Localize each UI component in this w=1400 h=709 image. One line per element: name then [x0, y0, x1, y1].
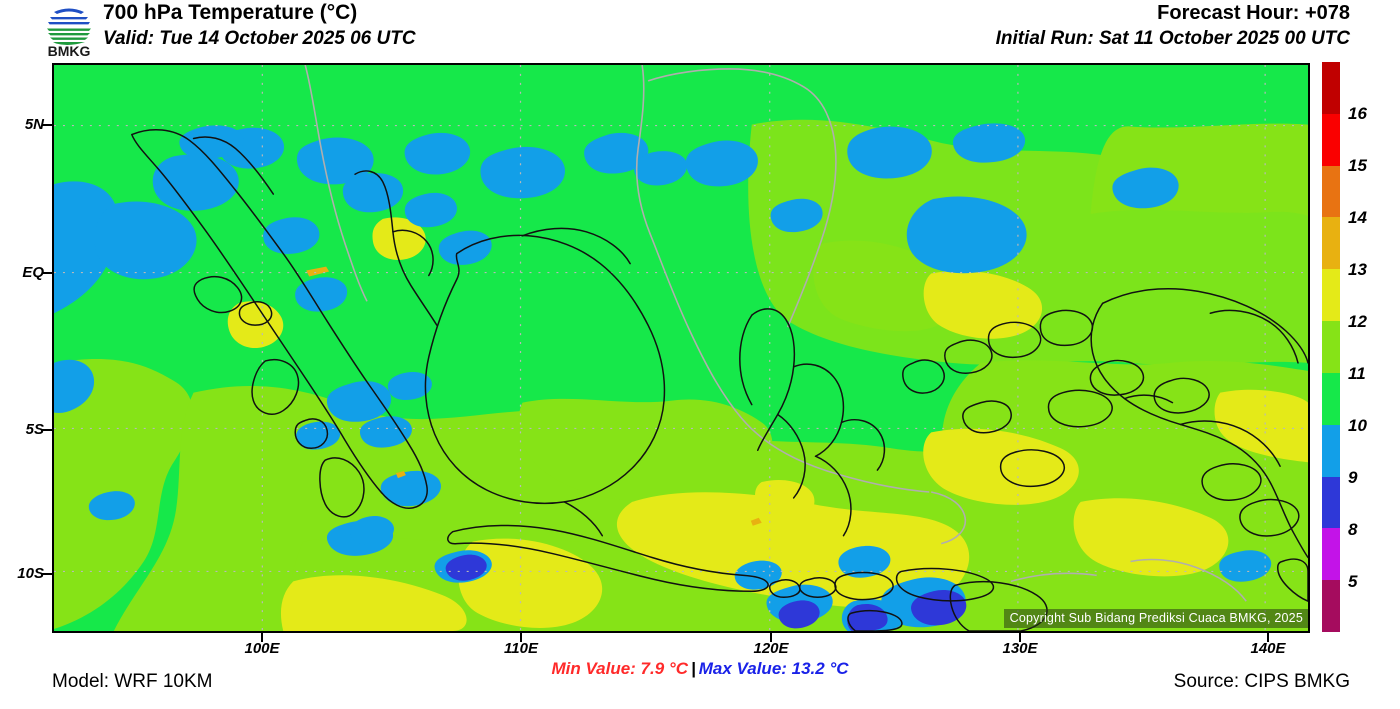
lat-tick-5n	[42, 124, 52, 126]
lat-tick-5s	[42, 429, 52, 431]
colorbar-band-8-9	[1322, 476, 1340, 529]
lon-tick-100e	[261, 633, 263, 642]
initial-run-label: Initial Run: Sat 11 October 2025 00 UTC	[995, 28, 1350, 49]
lat-tick-10s	[42, 573, 52, 575]
lon-label-100e: 100E	[244, 640, 280, 657]
colorbar-tick-14: 14	[1348, 208, 1367, 227]
header-right-block: Forecast Hour: +078 Initial Run: Sat 11 …	[996, 0, 1350, 52]
colorbar-band-11-12	[1322, 321, 1340, 373]
colorbar-tick-15: 15	[1348, 156, 1367, 175]
colorbar-band-above-16	[1322, 62, 1340, 114]
valid-time-label: Valid: Tue 14 October 2025 06 UTC	[103, 28, 416, 49]
colorbar-tick-11: 11	[1348, 364, 1366, 383]
colorbar-tick-16: 16	[1348, 104, 1367, 123]
colorbar-band-5-8	[1322, 528, 1340, 581]
min-max-separator: |	[690, 659, 696, 678]
colorbar-tick-5: 5	[1348, 572, 1358, 591]
colorbar-tick-12: 12	[1348, 312, 1367, 331]
lon-label-130e: 130E	[1002, 640, 1038, 657]
page-title: 700 hPa Temperature (°C)	[103, 1, 358, 24]
max-value-label: Max Value: 13.2 °C	[698, 659, 849, 678]
lon-label-140e: 140E	[1250, 640, 1286, 657]
lon-tick-130e	[1019, 633, 1021, 642]
temp-band-9-10	[54, 123, 1272, 631]
model-label: Model: WRF 10KM	[52, 671, 213, 692]
lon-label-110e: 110E	[504, 640, 538, 657]
lon-tick-120e	[770, 633, 772, 642]
min-value-label: Min Value: 7.9 °C	[551, 659, 688, 678]
lat-tick-eq	[42, 272, 52, 274]
colorbar-band-12-13	[1322, 269, 1340, 322]
lon-label-120e: 120E	[753, 640, 789, 657]
colorbar-band-9-10	[1322, 424, 1340, 477]
temperature-map[interactable]: Copyright Sub Bidang Prediksi Cuaca BMKG…	[52, 63, 1310, 633]
colorbar-tick-10: 10	[1348, 416, 1367, 435]
temperature-field	[54, 65, 1308, 631]
lon-tick-140e	[1267, 633, 1269, 642]
bmkg-logo: BMKG	[38, 2, 100, 59]
header: BMKG 700 hPa Temperature (°C) Valid: Tue…	[0, 0, 1400, 60]
source-label: Source: CIPS BMKG	[1173, 671, 1350, 692]
title-block: 700 hPa Temperature (°C) Valid: Tue 14 O…	[103, 0, 416, 52]
colorbar-band-14-15	[1322, 165, 1340, 218]
lat-label-5n: 5N	[24, 116, 44, 133]
colorbar-band-15-16	[1322, 113, 1340, 166]
colorbar-band-10-11	[1322, 372, 1340, 425]
map-canvas	[54, 65, 1308, 631]
temp-band-13-14	[306, 266, 762, 526]
colorbar-tick-9: 9	[1348, 468, 1358, 487]
colorbar-tick-8: 8	[1348, 520, 1358, 539]
colorbar-band-below-5	[1322, 580, 1340, 632]
copyright-watermark: Copyright Sub Bidang Prediksi Cuaca BMKG…	[1003, 609, 1308, 628]
bmkg-logo-icon: BMKG	[46, 3, 92, 59]
lat-label-10s: 10S	[17, 565, 44, 582]
forecast-hour-label: Forecast Hour: +078	[1157, 2, 1350, 24]
lat-label-eq: EQ	[22, 264, 44, 281]
temperature-colorbar[interactable]	[1322, 62, 1340, 632]
lat-label-5s: 5S	[25, 421, 44, 438]
lon-tick-110e	[520, 633, 522, 642]
bmkg-logo-text: BMKG	[48, 43, 91, 58]
colorbar-band-13-14	[1322, 217, 1340, 270]
colorbar-tick-13: 13	[1348, 260, 1367, 279]
country-borders	[304, 65, 1247, 602]
min-max-value-block: Min Value: 7.9 °C | Max Value: 13.2 °C	[0, 659, 1400, 679]
